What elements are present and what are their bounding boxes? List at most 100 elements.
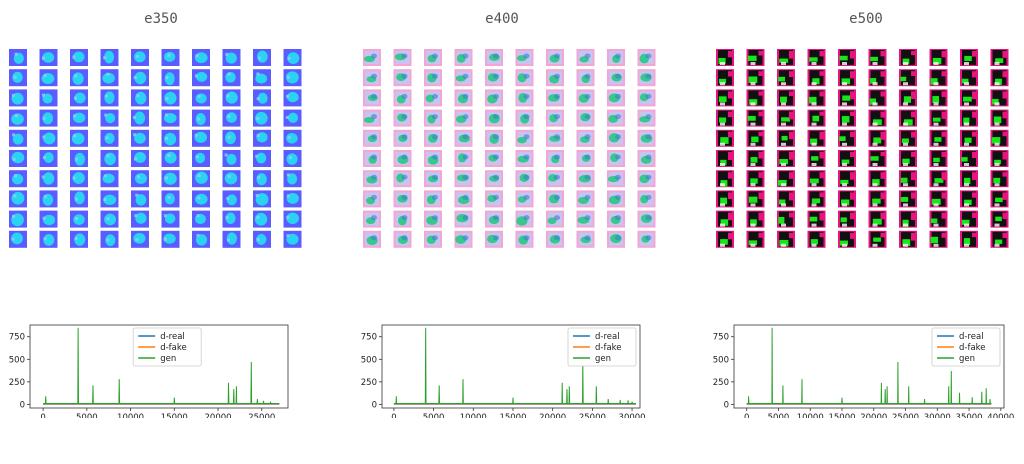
sample-tile [960, 150, 978, 167]
sample-tile [100, 210, 119, 228]
sample-tile [576, 129, 595, 147]
sample-tile [161, 210, 180, 228]
sample-tile [363, 190, 381, 208]
sample-tile [39, 129, 58, 147]
sample-tile [161, 190, 180, 208]
sample-tile [990, 49, 1009, 66]
sample-tile [192, 69, 210, 87]
sample-tile [576, 150, 595, 167]
sample-tile [9, 210, 27, 228]
legend-label: gen [160, 354, 176, 364]
sample-tile [9, 89, 27, 107]
sample-tile [424, 69, 442, 87]
sample-tile [746, 150, 765, 167]
sample-tile [100, 69, 119, 87]
x-tick-label: 0 [744, 413, 749, 418]
sample-tile [929, 69, 948, 87]
sample-tile [716, 49, 734, 66]
legend-label: d-fake [160, 343, 187, 353]
sample-tile [515, 129, 534, 147]
sample-tile [777, 150, 795, 167]
sample-tile [424, 89, 442, 107]
series-line-gen [393, 327, 636, 404]
sample-tile [100, 49, 119, 66]
sample-tile [899, 210, 917, 228]
sample-tile [807, 170, 826, 188]
sample-tile [100, 109, 119, 127]
sample-tile [960, 49, 978, 66]
y-tick-label: 750 [713, 333, 729, 343]
y-tick-label: 500 [9, 355, 25, 365]
sample-tile [70, 190, 88, 208]
sample-tile [607, 210, 625, 228]
sample-tile [454, 170, 473, 188]
sample-tile [868, 190, 887, 208]
sample-tile [131, 89, 149, 107]
sample-tile [131, 109, 149, 127]
legend-label: gen [959, 354, 975, 364]
legend-label: d-real [160, 332, 185, 342]
sample-tile [485, 150, 503, 167]
sample-tile [515, 210, 534, 228]
sample-tile [746, 190, 765, 208]
x-tick-label: 0 [391, 413, 396, 418]
sample-tile [363, 89, 381, 107]
sample-tile [393, 190, 412, 208]
x-tick-label: 15000 [161, 413, 188, 418]
sample-tile [576, 190, 595, 208]
sample-tile [424, 170, 442, 188]
sample-tile [161, 230, 180, 248]
sample-tile [515, 230, 534, 248]
sample-tile [222, 230, 241, 248]
sample-tile [222, 210, 241, 228]
sample-tile [868, 170, 887, 188]
sample-tile [485, 109, 503, 127]
sample-tile [576, 170, 595, 188]
sample-tile [868, 150, 887, 167]
sample-tile [192, 230, 210, 248]
sample-tile [9, 129, 27, 147]
sample-tile [838, 49, 856, 66]
sample-tile [807, 69, 826, 87]
sample-tile [607, 129, 625, 147]
sample-tile [222, 109, 241, 127]
sample-tile [607, 49, 625, 66]
sample-tile [576, 49, 595, 66]
sample-tile [637, 49, 656, 66]
sample-grid-e350 [9, 49, 302, 248]
sample-tile [716, 129, 734, 147]
sample-tile [70, 210, 88, 228]
x-tick-label: 25000 [248, 413, 275, 418]
series-line-gen [43, 327, 280, 404]
sample-tile [393, 69, 412, 87]
sample-tile [838, 109, 856, 127]
sample-tile [454, 49, 473, 66]
y-tick-label: 0 [372, 400, 377, 410]
sample-tile [546, 129, 564, 147]
sample-tile [100, 170, 119, 188]
sample-tile [546, 89, 564, 107]
sample-tile [777, 109, 795, 127]
legend-label: d-real [595, 332, 620, 342]
x-tick-label: 15000 [828, 413, 855, 418]
sample-tile [546, 230, 564, 248]
sample-tile [746, 109, 765, 127]
sample-tile [929, 150, 948, 167]
sample-tile [161, 170, 180, 188]
sample-tile [70, 230, 88, 248]
sample-tile [192, 150, 210, 167]
sample-tile [192, 89, 210, 107]
sample-tile [39, 190, 58, 208]
sample-tile [70, 150, 88, 167]
sample-tile [485, 49, 503, 66]
sample-tile [576, 69, 595, 87]
sample-tile [100, 89, 119, 107]
sample-tile [161, 150, 180, 167]
sample-tile [868, 69, 887, 87]
sample-tile [546, 150, 564, 167]
legend-label: gen [595, 354, 611, 364]
x-tick-label: 15000 [499, 413, 526, 418]
sample-tile [777, 190, 795, 208]
sample-tile [454, 230, 473, 248]
sample-tile [929, 210, 948, 228]
